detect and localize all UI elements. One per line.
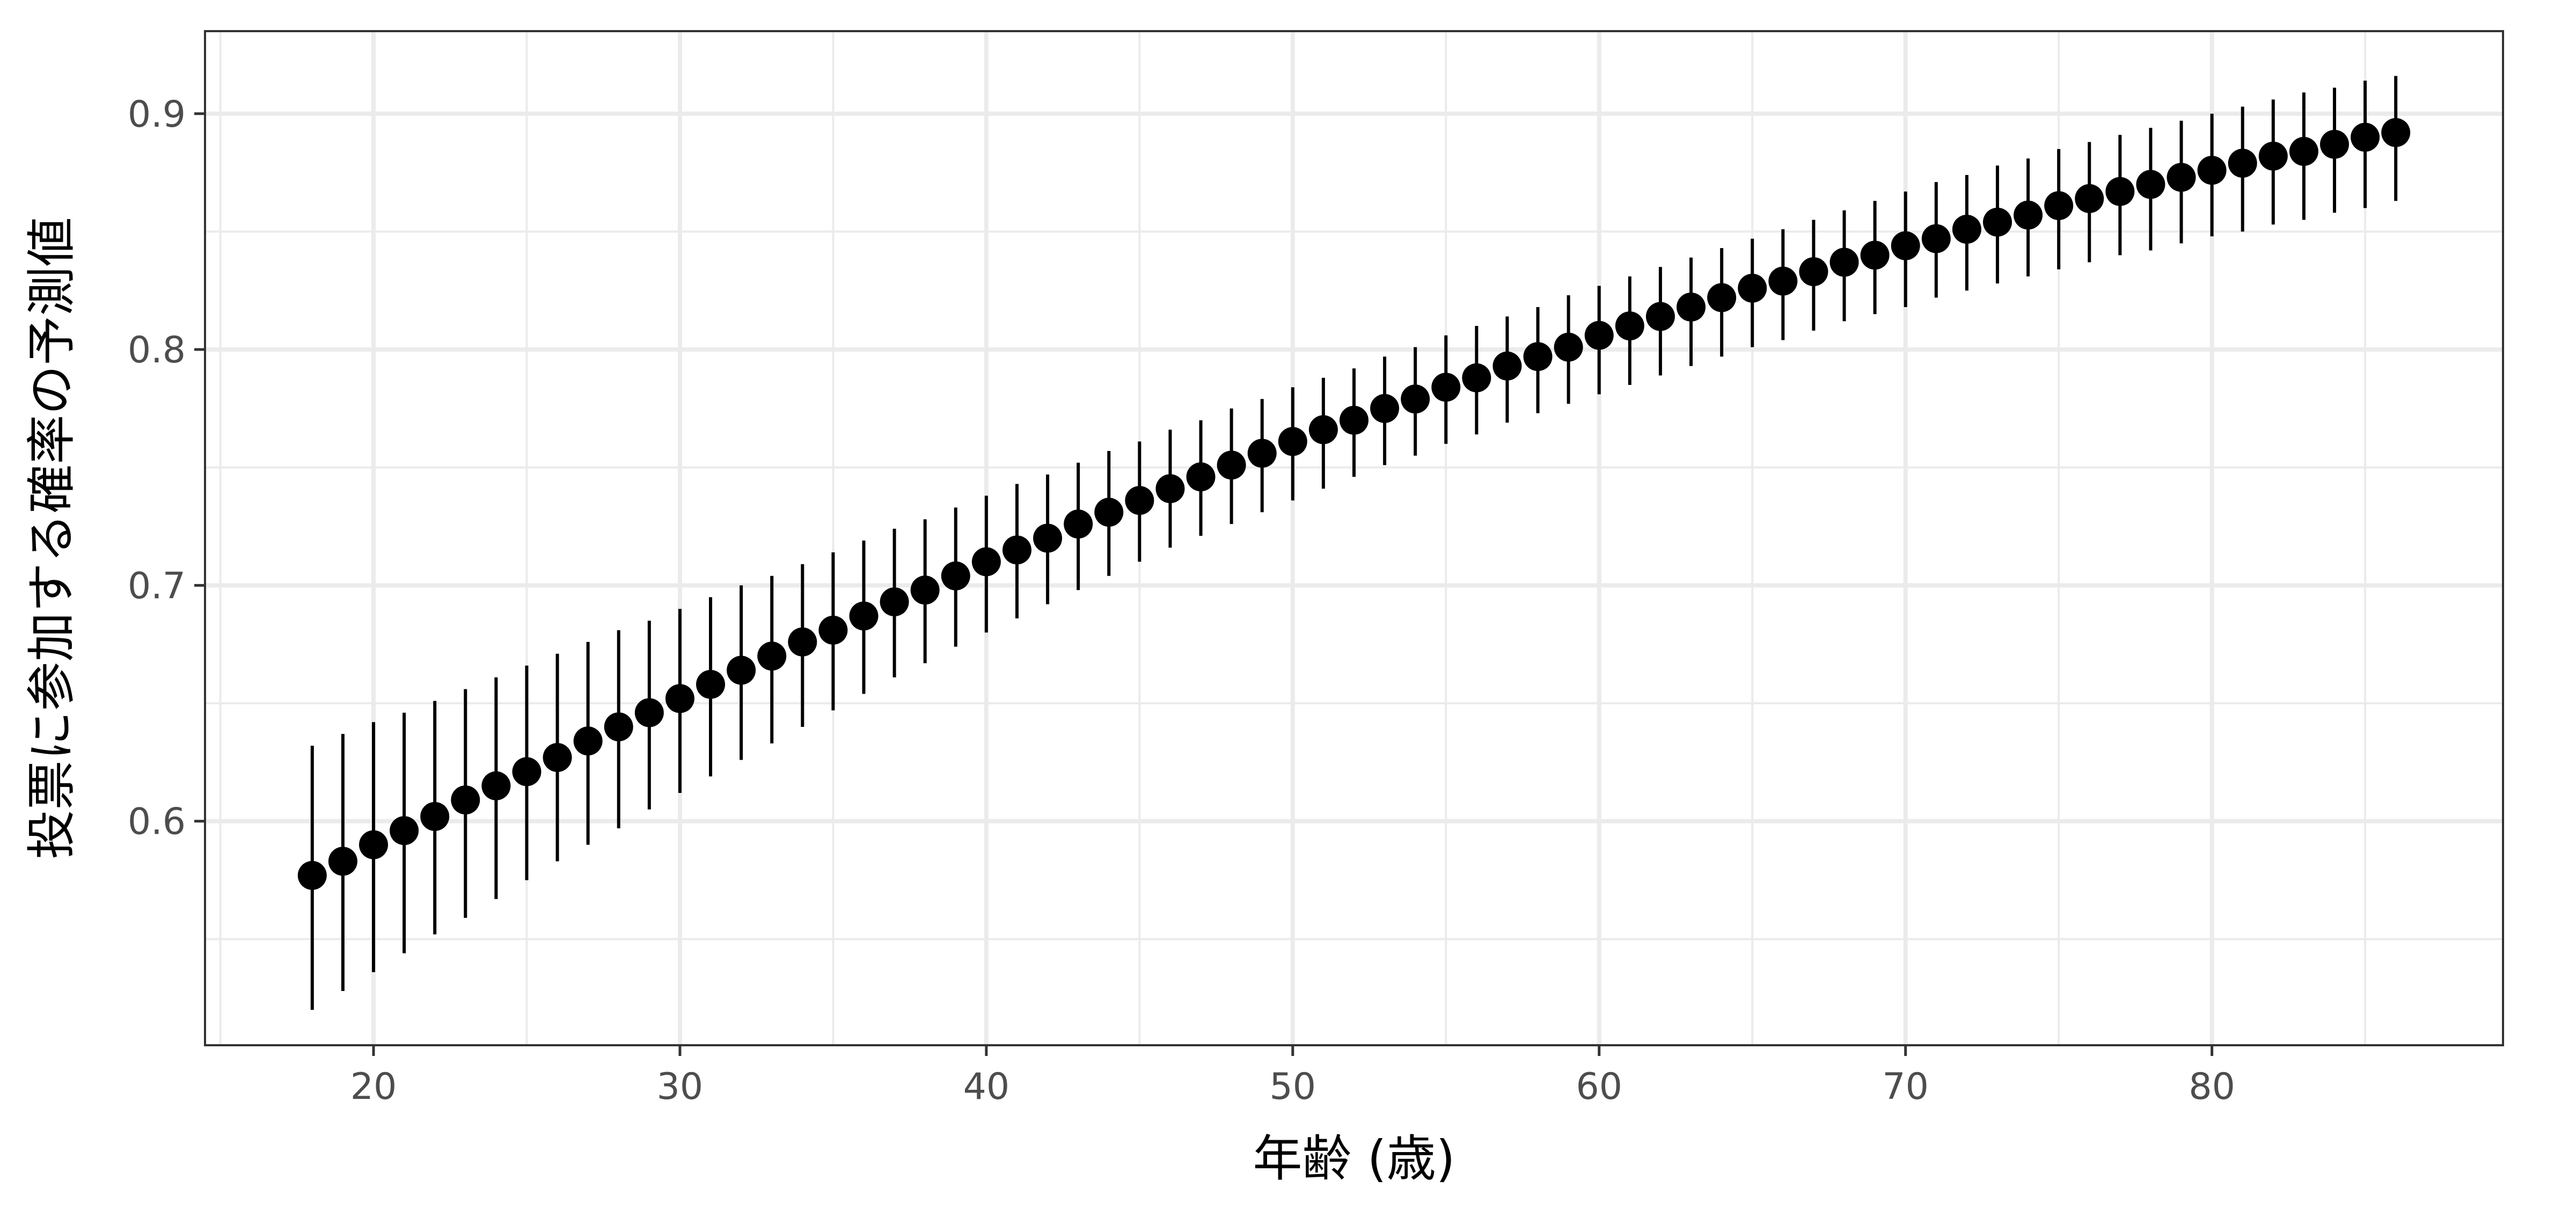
data-point [727,655,756,685]
y-axis-ticks: 0.6 0.7 0.8 0.9 [128,93,205,843]
data-point [1431,373,1461,402]
data-point [1860,241,1890,270]
data-point [512,757,541,786]
data-point [910,575,940,605]
data-point [2014,200,2043,230]
data-point [1186,462,1216,492]
data-point [604,712,633,741]
data-point [696,669,726,699]
data-point [1891,231,1920,260]
data-point [1799,257,1828,287]
data-point [849,601,879,631]
data-point [1554,332,1583,362]
data-point [1829,247,1859,277]
data-point [1247,439,1277,468]
data-point [1707,283,1737,312]
x-tick-label: 60 [1576,1066,1622,1108]
data-point [1952,215,1981,244]
data-point [2197,156,2227,185]
data-point [1584,320,1614,350]
data-point [1401,384,1430,414]
x-tick-label: 30 [657,1066,704,1108]
data-point [2167,163,2196,192]
y-tick-label: 0.7 [128,565,186,607]
data-point [390,816,419,846]
data-point [1002,535,1031,565]
data-point [1738,273,1767,303]
data-point [2136,170,2165,199]
data-point [1340,405,1368,435]
data-point [2044,191,2074,221]
data-point [2228,149,2257,178]
data-point [1155,474,1185,504]
x-axis-ticks: 20 30 40 50 60 70 80 [350,1045,2235,1108]
data-point [2289,137,2318,166]
data-point [1094,498,1124,527]
data-point [359,830,389,859]
data-point [1278,427,1307,456]
data-point [941,561,970,591]
data-point [481,771,511,800]
data-point [2258,141,2288,171]
data-point [818,615,848,645]
data-point [1921,224,1951,253]
data-point [2105,177,2135,206]
x-tick-label: 40 [963,1066,1010,1108]
data-point [757,642,787,671]
panel-border [204,30,2504,1046]
data-point [297,861,327,890]
x-tick-label: 80 [2189,1066,2235,1108]
data-points [297,118,2411,890]
data-point [971,547,1001,577]
data-point [1677,292,1706,322]
data-point [1523,342,1553,371]
data-point [634,698,664,727]
data-point [543,743,572,773]
data-point [1217,450,1246,480]
data-point [2319,129,2349,159]
data-point [451,785,480,815]
data-point [1033,523,1063,553]
y-tick-label: 0.8 [128,329,186,371]
x-axis-title: 年齢 (歳) [1253,1130,1455,1187]
data-point [2351,122,2380,152]
x-tick-label: 20 [350,1066,397,1108]
data-point [1492,351,1522,381]
data-point [1064,509,1093,539]
data-point [665,684,694,713]
data-point [1982,207,2012,237]
data-point [1768,266,1798,296]
data-point [420,802,450,831]
data-point [573,726,603,756]
data-point [1615,311,1644,341]
data-point [1308,415,1338,445]
y-tick-label: 0.6 [128,801,186,843]
x-tick-label: 70 [1882,1066,1929,1108]
data-point [1645,302,1675,331]
data-point [1462,363,1491,392]
y-axis-title: 投票に参加する確率の予測値 [23,217,80,859]
data-point [788,627,817,657]
data-point [1125,486,1154,515]
x-tick-label: 50 [1270,1066,1316,1108]
data-point [2075,184,2104,213]
data-point [1370,394,1400,423]
data-point [328,847,357,876]
y-tick-label: 0.9 [128,93,186,136]
data-point [880,587,909,617]
data-point [2381,118,2411,147]
